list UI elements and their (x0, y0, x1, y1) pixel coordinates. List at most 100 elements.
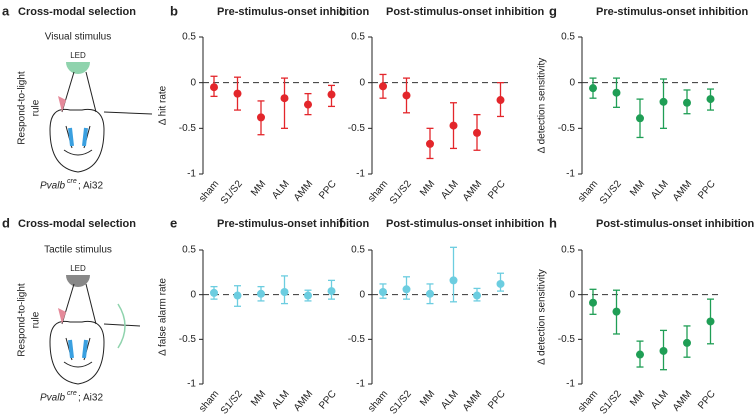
y-tick-label: 0.5 (351, 245, 365, 256)
x-tick-label: MM (418, 179, 437, 199)
point (612, 307, 621, 316)
point (210, 83, 218, 92)
x-tick-label: PPC (696, 389, 718, 412)
led (66, 275, 90, 287)
genotype-rest: ; Ai32 (78, 181, 103, 192)
motion-arrow (117, 303, 126, 349)
panel-label: d (2, 215, 10, 230)
point (659, 97, 668, 106)
point (379, 287, 387, 296)
point (280, 287, 289, 296)
x-tick-label: sham (197, 389, 221, 415)
point (473, 291, 481, 300)
point (612, 88, 621, 97)
panel-label: h (549, 215, 557, 230)
point (589, 84, 597, 93)
panel-label: a (2, 3, 10, 18)
point (636, 350, 644, 359)
genotype-rest: ; Ai32 (78, 393, 103, 404)
y-tick-label: 0.5 (561, 32, 575, 43)
panel-title: Pre-stimulus-onset inhibition (596, 6, 748, 18)
rule-label: rule (31, 99, 42, 116)
y-tick-label: 0.5 (182, 32, 196, 43)
stimulus-label: Visual stimulus (45, 32, 112, 43)
x-tick-label: AMM (292, 389, 315, 414)
x-tick-label: MM (249, 179, 268, 199)
point (257, 289, 265, 298)
genotype-sup: cre (67, 390, 77, 397)
led-label: LED (70, 51, 86, 60)
x-tick-label: MM (628, 389, 647, 409)
point (706, 317, 715, 326)
y-tick-label: 0 (190, 289, 196, 300)
led (66, 62, 90, 74)
point (257, 113, 265, 122)
schematic: a Cross-modal selection Visual stimulus … (2, 3, 153, 192)
y-tick-label: -0.5 (348, 123, 366, 134)
y-tick-label: -0.5 (558, 334, 576, 345)
x-tick-label: S1/S2 (598, 178, 624, 206)
y-tick-label: -1 (187, 379, 196, 390)
rule-label: Respond-to-light (17, 283, 28, 357)
panel-title: Post-stimulus-onset inhibition (386, 218, 545, 230)
x-tick-label: S1/S2 (219, 388, 245, 416)
implant (58, 308, 66, 324)
panel-title: Pre-stimulus-onset inhibition (217, 218, 369, 230)
point (379, 82, 387, 91)
y-tick-label: -1 (187, 169, 196, 180)
panel-title: Post-stimulus-onset inhibition (386, 6, 545, 18)
genotype: Pvalb (40, 181, 65, 192)
rule-label: Respond-to-light (17, 71, 28, 145)
x-tick-label: PPC (486, 389, 508, 412)
rule-label: rule (31, 311, 42, 328)
y-tick-label: 0 (569, 77, 575, 88)
point (233, 89, 242, 98)
y-tick-label: -0.5 (348, 334, 366, 345)
x-tick-label: sham (197, 179, 221, 205)
point (449, 121, 458, 130)
schematic-title: Cross-modal selection (18, 6, 136, 18)
x-tick-label: AMM (461, 389, 484, 414)
y-tick-label: -0.5 (179, 334, 197, 345)
y-tick-label: -1 (356, 379, 365, 390)
x-tick-label: ALM (270, 179, 292, 202)
x-tick-label: PPC (317, 389, 339, 412)
x-tick-label: MM (249, 389, 268, 409)
x-tick-label: ALM (439, 179, 461, 202)
y-tick-label: -1 (566, 379, 575, 390)
y-tick-label: 0.5 (182, 245, 196, 256)
y-tick-label: 0.5 (351, 32, 365, 43)
y-tick-label: -0.5 (558, 123, 576, 134)
x-tick-label: sham (366, 179, 390, 205)
point (473, 128, 481, 137)
genotype: Pvalb (40, 393, 65, 404)
optic-fiber (68, 127, 88, 147)
point (706, 95, 715, 104)
x-tick-label: ALM (270, 389, 292, 412)
point (659, 346, 668, 355)
implant (58, 96, 66, 112)
panel-label: f (339, 215, 344, 230)
point (426, 139, 434, 148)
point (304, 100, 312, 109)
point (304, 291, 312, 300)
schematic-title: Cross-modal selection (18, 218, 136, 230)
point (496, 279, 505, 288)
point (449, 276, 458, 285)
point (683, 338, 691, 347)
x-tick-label: AMM (671, 389, 694, 414)
x-tick-label: PPC (317, 179, 339, 202)
y-axis-label: Δ false alarm rate (158, 278, 169, 356)
point (402, 285, 411, 294)
point (496, 96, 505, 105)
y-tick-label: 0 (359, 289, 365, 300)
point (683, 98, 691, 107)
x-tick-label: AMM (292, 179, 315, 204)
y-axis-label: Δ hit rate (158, 85, 169, 125)
mouse (49, 71, 153, 173)
panel-label: c (339, 3, 346, 18)
led-label: LED (70, 264, 86, 273)
y-axis-label: Δ detection sensitivity (537, 269, 548, 365)
x-tick-label: ALM (439, 389, 461, 412)
